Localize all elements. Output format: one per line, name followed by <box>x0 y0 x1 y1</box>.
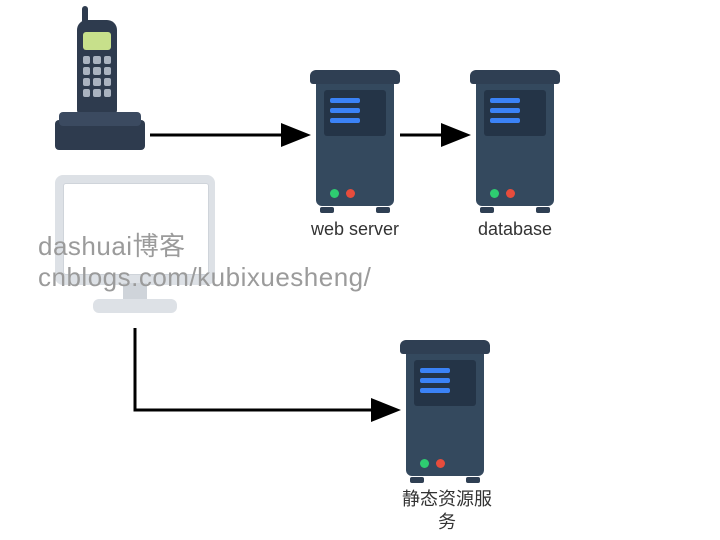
web-server-label: web server <box>300 218 410 241</box>
phone-icon <box>55 20 145 150</box>
watermark-line1: dashuai博客 <box>38 226 186 263</box>
static-server-icon <box>400 340 490 480</box>
watermark-line2: cnblogs.com/kubixuesheng/ <box>38 262 371 293</box>
diagram-canvas: web server database 静态资源服 务 dashuai博客 cn… <box>0 0 720 540</box>
static-server-label-line2: 务 <box>438 512 456 532</box>
web-server-icon <box>310 70 400 210</box>
static-server-label-line1: 静态资源服 <box>402 489 492 509</box>
database-icon <box>470 70 560 210</box>
edge-monitor-to-static <box>135 328 395 410</box>
database-label: database <box>465 218 565 241</box>
static-server-label: 静态资源服 务 <box>392 488 502 533</box>
